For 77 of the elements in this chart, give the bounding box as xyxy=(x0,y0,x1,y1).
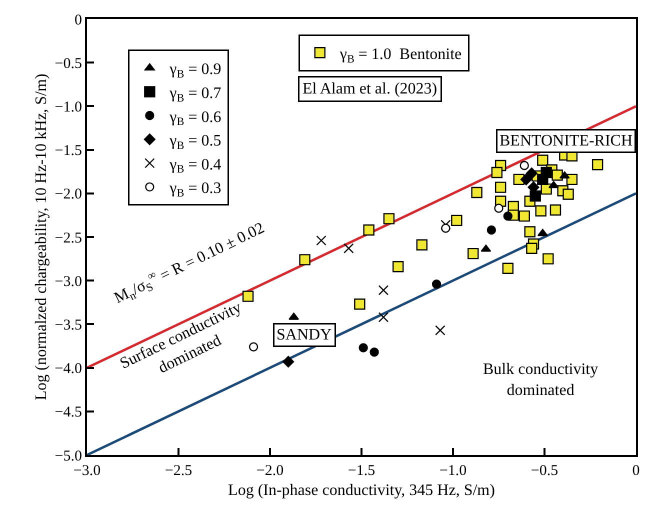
point xyxy=(562,188,574,200)
annotation: BENTONITE-RICH xyxy=(500,132,633,150)
legend-label: γ$_{B}$ = 1.0 Bentonite xyxy=(338,46,462,66)
point xyxy=(435,325,446,336)
point xyxy=(282,356,294,368)
point xyxy=(494,204,504,213)
point xyxy=(416,239,428,250)
y-tick-label: −3.5 xyxy=(54,317,82,334)
point xyxy=(242,290,254,302)
point xyxy=(378,285,389,296)
y-tick-label: −2.5 xyxy=(54,230,82,246)
point xyxy=(552,169,563,181)
x-tick-label: −3.0 xyxy=(73,463,101,479)
point xyxy=(370,348,379,357)
point xyxy=(358,343,368,352)
point xyxy=(378,312,389,322)
x-tick-label: 0 xyxy=(632,463,640,479)
point xyxy=(524,226,536,238)
x-tick-label: −2.5 xyxy=(164,463,192,479)
point xyxy=(363,224,374,236)
point xyxy=(520,160,529,170)
point xyxy=(550,204,562,216)
point xyxy=(344,243,354,254)
y-tick-label: −1.5 xyxy=(54,143,82,160)
point xyxy=(468,248,479,260)
point xyxy=(502,262,514,274)
annotation: El Alam et al. (2023) xyxy=(302,80,438,98)
point xyxy=(559,171,570,179)
point xyxy=(526,168,538,180)
x-tick-label: −0.5 xyxy=(530,463,558,479)
y-tick-label: −5.0 xyxy=(54,448,82,464)
point xyxy=(432,279,442,289)
point xyxy=(592,159,604,170)
legend-label: γ$_{B}$ = 0.7 xyxy=(168,84,222,104)
point xyxy=(542,253,554,264)
annotation: Bulk conductivity dominated xyxy=(483,361,598,399)
x-tick-label: −2.0 xyxy=(256,463,284,479)
legend-label: γ$_{B}$ = 0.9 xyxy=(168,61,222,81)
point xyxy=(441,224,450,233)
point xyxy=(316,235,326,246)
point xyxy=(503,211,512,221)
point xyxy=(248,342,258,352)
y-tick-label: −2.0 xyxy=(54,186,82,203)
legend-label: γ$_{B}$ = 0.5 xyxy=(168,132,222,152)
annotation: SANDY xyxy=(276,326,332,344)
point xyxy=(548,180,559,188)
point xyxy=(383,213,395,224)
y-tick-label: −3.0 xyxy=(54,274,82,290)
point xyxy=(491,166,503,178)
y-tick-label: 0 xyxy=(74,12,82,28)
point xyxy=(494,182,506,193)
point xyxy=(530,190,541,202)
point xyxy=(518,210,530,222)
point xyxy=(471,186,482,198)
point xyxy=(537,154,548,166)
point xyxy=(537,174,548,186)
y-tick-label: −1.0 xyxy=(54,99,82,116)
y-tick-label: −0.5 xyxy=(54,56,82,72)
point xyxy=(520,174,532,186)
y-axis-title: Log (normalzed chargeability, 10 Hz-10 kHz, S/m) xyxy=(33,74,50,400)
x-axis-title: Log (In-phase conductivity, 345 Hz, S/m) xyxy=(228,482,495,500)
legend-label: γ$_{B}$ = 0.4 xyxy=(168,156,222,176)
point xyxy=(537,228,548,236)
legend-label: γ$_{B}$ = 0.3 xyxy=(168,180,222,200)
point xyxy=(526,242,538,254)
x-tick-label: −1.0 xyxy=(439,463,467,479)
point xyxy=(392,261,404,272)
point xyxy=(354,298,366,310)
point xyxy=(535,205,546,216)
legend-label: γ$_{B}$ = 0.6 xyxy=(168,108,222,128)
point xyxy=(566,174,578,186)
point xyxy=(486,225,496,235)
y-tick-label: −4.5 xyxy=(54,404,82,421)
point xyxy=(451,214,462,226)
point xyxy=(299,254,310,266)
y-tick-label: −4.0 xyxy=(54,361,82,378)
x-tick-label: −1.5 xyxy=(348,463,376,479)
